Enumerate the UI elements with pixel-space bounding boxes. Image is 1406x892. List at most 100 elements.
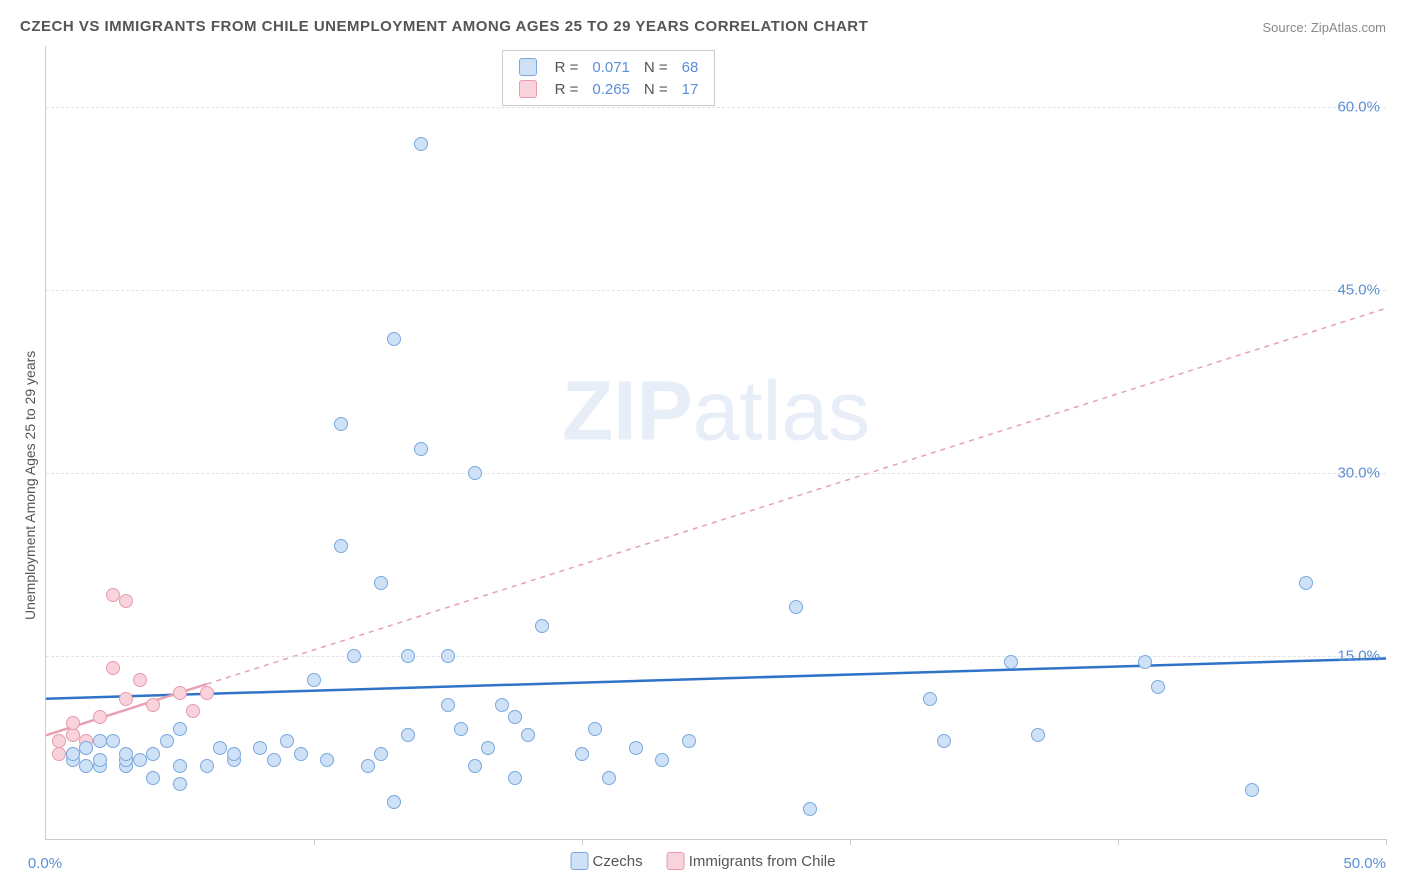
x-tick: [314, 839, 315, 845]
data-point: [133, 753, 147, 767]
data-point: [186, 704, 200, 718]
data-point: [1151, 680, 1165, 694]
gridline: [46, 290, 1386, 291]
data-point: [146, 771, 160, 785]
n-label: N =: [638, 57, 674, 77]
data-point: [575, 747, 589, 761]
data-point: [52, 734, 66, 748]
trend-lines: [46, 46, 1386, 839]
data-point: [414, 442, 428, 456]
data-point: [334, 417, 348, 431]
data-point: [146, 747, 160, 761]
data-point: [387, 795, 401, 809]
legend-label-chile: Immigrants from Chile: [689, 853, 836, 870]
data-point: [106, 661, 120, 675]
y-tick-label: 30.0%: [1337, 465, 1380, 482]
data-point: [347, 649, 361, 663]
legend-series: Czechs Immigrants from Chile: [561, 852, 846, 874]
x-tick: [1386, 839, 1387, 845]
data-point: [374, 576, 388, 590]
legend-label-czechs: Czechs: [593, 853, 643, 870]
plot-area: ZIPatlas R = 0.071 N = 68 R = 0.265 N = …: [45, 46, 1386, 840]
r-label: R =: [549, 57, 585, 77]
data-point: [307, 673, 321, 687]
data-point: [508, 771, 522, 785]
data-point: [468, 759, 482, 773]
data-point: [93, 710, 107, 724]
data-point: [682, 734, 696, 748]
data-point: [66, 716, 80, 730]
data-point: [79, 759, 93, 773]
data-point: [789, 600, 803, 614]
watermark-bold: ZIP: [562, 363, 693, 457]
y-tick-label: 15.0%: [1337, 648, 1380, 665]
data-point: [173, 722, 187, 736]
n-value-czechs: 68: [676, 57, 705, 77]
x-tick: [1118, 839, 1119, 845]
data-point: [294, 747, 308, 761]
data-point: [629, 741, 643, 755]
data-point: [93, 753, 107, 767]
data-point: [1004, 655, 1018, 669]
data-point: [401, 728, 415, 742]
legend-swatch-chile: [667, 852, 685, 870]
data-point: [602, 771, 616, 785]
data-point: [253, 741, 267, 755]
y-tick-label: 45.0%: [1337, 282, 1380, 299]
data-point: [146, 698, 160, 712]
data-point: [535, 619, 549, 633]
data-point: [441, 698, 455, 712]
data-point: [267, 753, 281, 767]
data-point: [160, 734, 174, 748]
y-axis-label: Unemployment Among Ages 25 to 29 years: [22, 351, 38, 620]
data-point: [106, 588, 120, 602]
legend-swatch-czechs: [571, 852, 589, 870]
data-point: [361, 759, 375, 773]
data-point: [521, 728, 535, 742]
data-point: [66, 747, 80, 761]
data-point: [803, 802, 817, 816]
watermark-rest: atlas: [693, 363, 870, 457]
chart-title: CZECH VS IMMIGRANTS FROM CHILE UNEMPLOYM…: [20, 18, 868, 35]
r-label: R =: [549, 79, 585, 99]
gridline: [46, 473, 1386, 474]
gridline: [46, 107, 1386, 108]
legend-correlation: R = 0.071 N = 68 R = 0.265 N = 17: [502, 50, 716, 106]
data-point: [1031, 728, 1045, 742]
data-point: [923, 692, 937, 706]
data-point: [1299, 576, 1313, 590]
data-point: [454, 722, 468, 736]
x-tick: [582, 839, 583, 845]
data-point: [401, 649, 415, 663]
data-point: [320, 753, 334, 767]
data-point: [588, 722, 602, 736]
n-label: N =: [638, 79, 674, 99]
data-point: [1138, 655, 1152, 669]
data-point: [937, 734, 951, 748]
data-point: [441, 649, 455, 663]
watermark: ZIPatlas: [562, 362, 870, 459]
data-point: [119, 692, 133, 706]
data-point: [173, 777, 187, 791]
data-point: [280, 734, 294, 748]
data-point: [495, 698, 509, 712]
r-value-chile: 0.265: [586, 79, 636, 99]
data-point: [414, 137, 428, 151]
x-tick: [850, 839, 851, 845]
data-point: [200, 759, 214, 773]
data-point: [52, 747, 66, 761]
data-point: [173, 759, 187, 773]
data-point: [334, 539, 348, 553]
data-point: [655, 753, 669, 767]
gridline: [46, 656, 1386, 657]
x-axis-min-label: 0.0%: [28, 855, 62, 872]
data-point: [200, 686, 214, 700]
source-label: Source: ZipAtlas.com: [1262, 20, 1386, 35]
data-point: [481, 741, 495, 755]
data-point: [387, 332, 401, 346]
data-point: [119, 747, 133, 761]
data-point: [173, 686, 187, 700]
data-point: [213, 741, 227, 755]
x-axis-max-label: 50.0%: [1343, 855, 1386, 872]
data-point: [468, 466, 482, 480]
